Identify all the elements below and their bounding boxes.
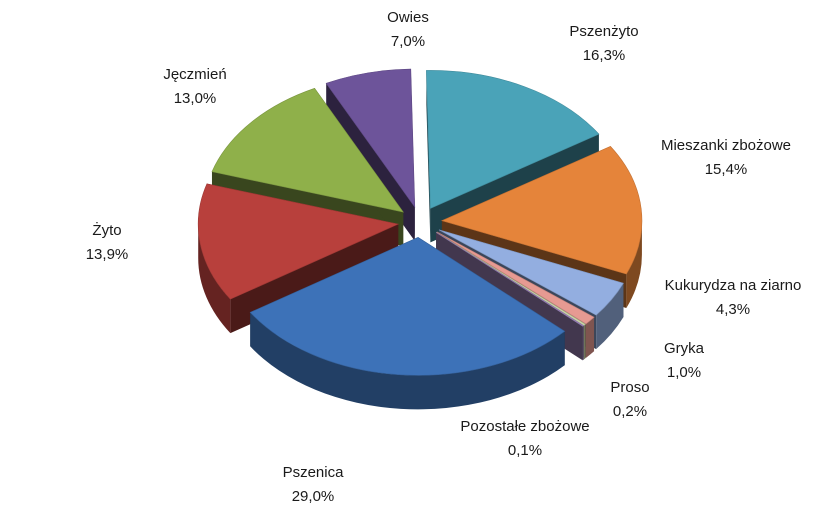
pie-slice-top: [436, 232, 585, 327]
pie-slice-side: [583, 324, 586, 360]
pie-slice-side: [250, 312, 565, 410]
pie-slice-top: [211, 87, 404, 213]
pie-slice-side: [585, 317, 595, 358]
slice-label-owies-name: Owies: [387, 9, 429, 26]
slice-label-owies-value: 7,0%: [391, 33, 425, 50]
slice-label-zyto-value: 13,9%: [86, 246, 129, 263]
pie-slice-top: [426, 70, 600, 209]
slice-label-proso-value: 0,2%: [613, 403, 647, 420]
pie-slices: [197, 68, 643, 410]
slice-label-pszenica-value: 29,0%: [292, 488, 335, 505]
slice-label-mieszanki-name: Mieszanki zbożowe: [661, 137, 791, 154]
slice-label-kukurydza-value: 4,3%: [716, 301, 750, 318]
pie-slice-side: [626, 220, 642, 309]
slice-label-pozostale-value: 0,1%: [508, 442, 542, 459]
slice-label-pszenzyto-name: Pszenżyto: [569, 23, 638, 40]
slice-label-kukurydza-name: Kukurydza na ziarno: [665, 277, 802, 294]
slice-label-jeczmien-name: Jęczmień: [163, 66, 226, 83]
slice-label-gryka-name: Gryka: [664, 340, 705, 357]
slice-label-jeczmien-value: 13,0%: [174, 90, 217, 107]
pie-slice-top: [438, 229, 624, 316]
slice-label-pszenzyto-value: 16,3%: [583, 47, 626, 64]
slice-label-proso-name: Proso: [610, 379, 649, 396]
slice-label-gryka-value: 1,0%: [667, 364, 701, 381]
slice-label-mieszanki-value: 15,4%: [705, 161, 748, 178]
slice-label-pozostale-name: Pozostałe zbożowe: [460, 418, 589, 435]
pie-slice-top: [249, 237, 566, 376]
pie-slice-top: [441, 146, 643, 275]
pie-slice-top: [436, 231, 595, 325]
pie-slice-side: [582, 325, 584, 361]
pie-slice: [249, 237, 566, 410]
pie-slice-top: [197, 183, 400, 300]
slice-label-pszenica-name: Pszenica: [283, 464, 345, 481]
slice-label-zyto-name: Żyto: [92, 221, 121, 239]
pie-slice-top: [325, 68, 416, 209]
pie-slice-side: [596, 283, 624, 350]
slice-labels: Owies 7,0% Pszenżyto 16,3% Jęczmień 13,0…: [86, 9, 802, 505]
